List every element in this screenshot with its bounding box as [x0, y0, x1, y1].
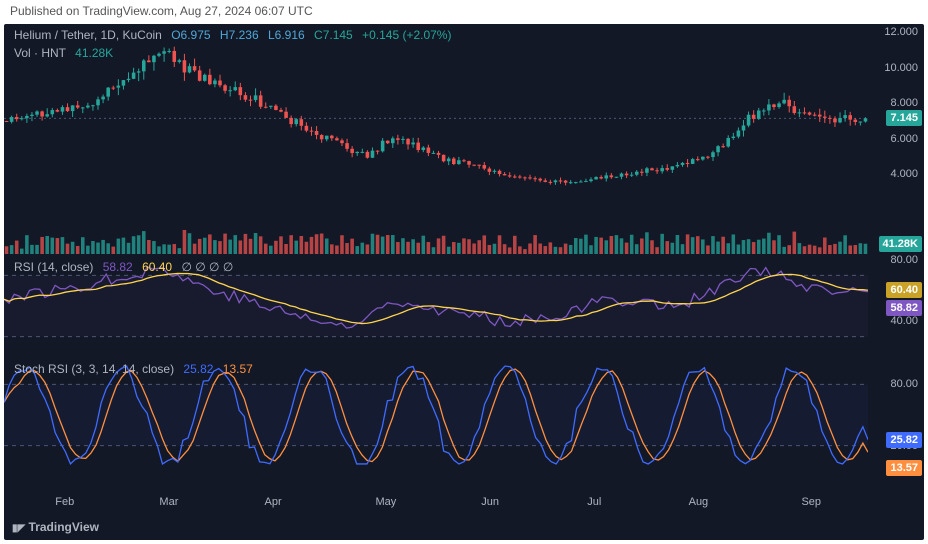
stoch-yaxis: 20.0080.0025.8213.57: [872, 358, 924, 488]
volume-legend: Vol · HNT 41.28K: [14, 46, 113, 60]
xaxis-tick: Mar: [159, 496, 178, 508]
rsi-legend: RSI (14, close) 58.82 60.40 ∅ ∅ ∅ ∅: [14, 260, 233, 274]
price-panel[interactable]: Helium / Tether, 1D, KuCoin O6.975 H7.23…: [4, 24, 872, 254]
xaxis-tick: Aug: [689, 496, 709, 508]
chart-screenshot: Published on TradingView.com, Aug 27, 20…: [0, 0, 928, 544]
stoch-svg: [4, 358, 868, 488]
time-xaxis: Feb Mar Apr May Jun Jul Aug Sep: [4, 490, 872, 516]
stoch-panel[interactable]: Stoch RSI (3, 3, 14, 14, close) 25.82 13…: [4, 358, 872, 488]
chart-area[interactable]: Helium / Tether, 1D, KuCoin O6.975 H7.23…: [4, 24, 924, 540]
price-candlestick-svg: [4, 24, 868, 254]
stoch-legend: Stoch RSI (3, 3, 14, 14, close) 25.82 13…: [14, 362, 253, 376]
xaxis-tick: Jun: [481, 496, 499, 508]
rsi-panel[interactable]: RSI (14, close) 58.82 60.40 ∅ ∅ ∅ ∅: [4, 256, 872, 356]
xaxis-tick: May: [376, 496, 397, 508]
price-yaxis: 4.0006.0008.00010.00012.0007.14541.28K: [872, 24, 924, 254]
tradingview-logo: ▮◤ TradingView: [12, 520, 99, 534]
rsi-yaxis: 40.0080.0060.4058.82: [872, 256, 924, 356]
publish-header: Published on TradingView.com, Aug 27, 20…: [0, 0, 928, 24]
price-legend: Helium / Tether, 1D, KuCoin O6.975 H7.23…: [14, 28, 457, 42]
xaxis-tick: Feb: [55, 496, 74, 508]
logo-icon: ▮◤: [12, 523, 25, 534]
pair-title: Helium / Tether, 1D, KuCoin: [14, 28, 162, 42]
xaxis-tick: Jul: [587, 496, 601, 508]
xaxis-tick: Apr: [265, 496, 282, 508]
xaxis-tick: Sep: [801, 496, 821, 508]
